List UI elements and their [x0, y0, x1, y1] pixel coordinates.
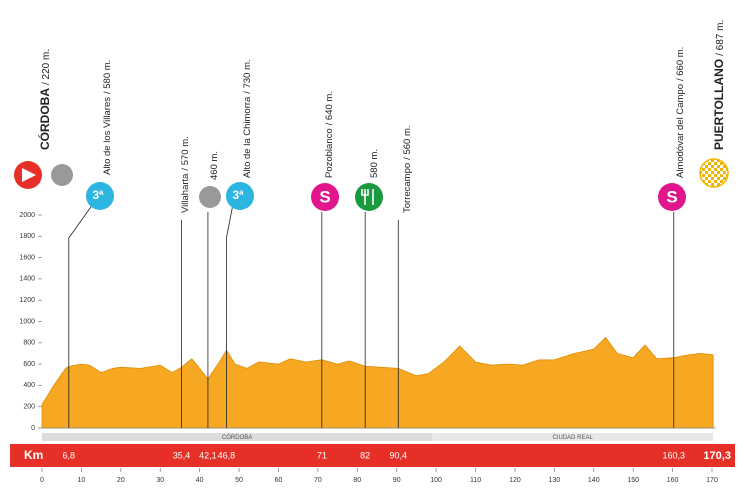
km-label: 42,1	[199, 450, 217, 460]
y-tick-label: 1200	[19, 297, 35, 304]
waypoint-label: Alto de la Chimorra / 730 m.	[242, 59, 253, 178]
x-tick-label: 100	[430, 477, 442, 484]
icon-sprint: S	[658, 183, 686, 211]
waypoint-elevation: / 580 m.	[102, 60, 113, 94]
waypoint-label: Pozoblanco / 640 m.	[324, 91, 335, 178]
waypoint-name: Alto de la Chimorra	[242, 96, 253, 178]
x-tick-label: 150	[627, 477, 639, 484]
waypoint-label: Torrecampo / 560 m.	[402, 126, 413, 214]
waypoint-connector	[68, 203, 94, 239]
x-tick-label: 20	[117, 477, 125, 484]
waypoint-name: Alto de los Villares	[102, 97, 113, 175]
waypoint-name: CÓRDOBA	[37, 88, 52, 150]
waypoint-elevation: 580 m.	[369, 149, 380, 178]
waypoint-elevation: 460 m.	[209, 151, 220, 180]
x-tick-label: 10	[78, 477, 86, 484]
km-bar	[10, 444, 735, 467]
icon-circle	[86, 182, 114, 210]
waypoint-name: Pozoblanco	[324, 128, 335, 178]
icon-sprint: S	[311, 183, 339, 211]
x-tick-label: 50	[235, 477, 243, 484]
x-tick-label: 130	[549, 477, 561, 484]
waypoint-elevation: / 560 m.	[402, 126, 413, 160]
km-label: 82	[360, 450, 370, 460]
icon-text: 3ª	[232, 188, 244, 202]
icon-circle	[51, 164, 73, 186]
x-tick-label: 40	[196, 477, 204, 484]
waypoint-label: PUERTOLLANO / 687 m.	[712, 20, 726, 150]
x-tick-label: 160	[667, 477, 679, 484]
x-tick-label: 70	[314, 477, 322, 484]
icon-grey	[199, 186, 221, 208]
y-tick-label: 1000	[19, 318, 35, 325]
y-tick-label: 1400	[19, 276, 35, 283]
y-tick-label: 200	[23, 404, 35, 411]
x-tick-label: 110	[470, 477, 481, 484]
km-label: 6,8	[63, 450, 76, 460]
region-band	[42, 433, 433, 441]
elevation-area	[41, 336, 714, 429]
km-label: 160,3	[663, 450, 686, 460]
waypoint-label: Villaharta / 570 m.	[180, 136, 191, 213]
waypoint-name: Almodóvar del Campo	[675, 84, 686, 178]
waypoint-label: CÓRDOBA / 220 m.	[37, 49, 52, 150]
waypoint-label: 460 m.	[209, 151, 220, 180]
x-tick-label: 140	[588, 477, 600, 484]
waypoint-elevation: / 640 m.	[324, 91, 335, 125]
x-tick-label: 120	[509, 477, 521, 484]
icon-feed	[355, 183, 383, 211]
icon-climb: 3ª	[226, 182, 254, 210]
km-label: 170,3	[703, 450, 731, 462]
km-label: 46,8	[218, 450, 236, 460]
y-tick-label: 1600	[19, 254, 35, 261]
icon-circle	[355, 183, 383, 211]
km-label: 71	[317, 450, 327, 460]
waypoint-elevation: / 730 m.	[242, 59, 253, 93]
icon-circle	[658, 183, 686, 211]
icon-arrow	[22, 168, 36, 182]
region-label: CIUDAD REAL	[553, 435, 594, 441]
x-tick-label: 80	[353, 477, 361, 484]
waypoint-label: 580 m.	[369, 149, 380, 178]
waypoint-elevation: / 220 m.	[41, 49, 52, 85]
x-tick-label: 30	[156, 477, 164, 484]
waypoint-connector	[226, 203, 234, 239]
y-tick-label: 2000	[19, 212, 35, 219]
waypoint-elevation: / 687 m.	[715, 20, 726, 56]
icon-circle	[226, 182, 254, 210]
y-tick-label: 600	[23, 361, 35, 368]
km-label: 90,4	[390, 450, 408, 460]
icon-circle	[199, 186, 221, 208]
icon-text: 3ª	[92, 188, 104, 202]
km-title: Km	[24, 448, 43, 462]
waypoint-elevation: / 570 m.	[180, 136, 191, 170]
region-label: CÓRDOBA	[222, 434, 252, 441]
y-tick-label: 0	[31, 425, 35, 432]
icon-text: S	[319, 187, 330, 206]
km-label: 35,4	[173, 450, 191, 460]
icon-text: S	[666, 187, 677, 206]
waypoint-label: Almodóvar del Campo / 660 m.	[675, 47, 686, 178]
icon-cutlery	[361, 189, 374, 205]
icon-climb: 3ª	[86, 182, 114, 210]
waypoint-name: Torrecampo	[402, 163, 413, 213]
y-tick-label: 800	[23, 340, 35, 347]
icon-finish	[699, 158, 729, 188]
x-tick-label: 90	[393, 477, 401, 484]
x-tick-label: 60	[275, 477, 283, 484]
waypoint-label: Alto de los Villares / 580 m.	[102, 60, 113, 175]
waypoint-name: PUERTOLLANO	[712, 59, 726, 150]
icon-circle	[311, 183, 339, 211]
x-tick-label: 170	[706, 477, 718, 484]
waypoint-elevation: / 660 m.	[675, 47, 686, 81]
region-band	[432, 433, 714, 441]
y-tick-label: 400	[23, 382, 35, 389]
x-tick-label: 0	[40, 477, 44, 484]
y-tick-label: 1800	[19, 233, 35, 240]
icon-circle	[699, 158, 729, 188]
icon-start	[14, 161, 73, 189]
waypoint-name: Villaharta	[180, 173, 191, 213]
